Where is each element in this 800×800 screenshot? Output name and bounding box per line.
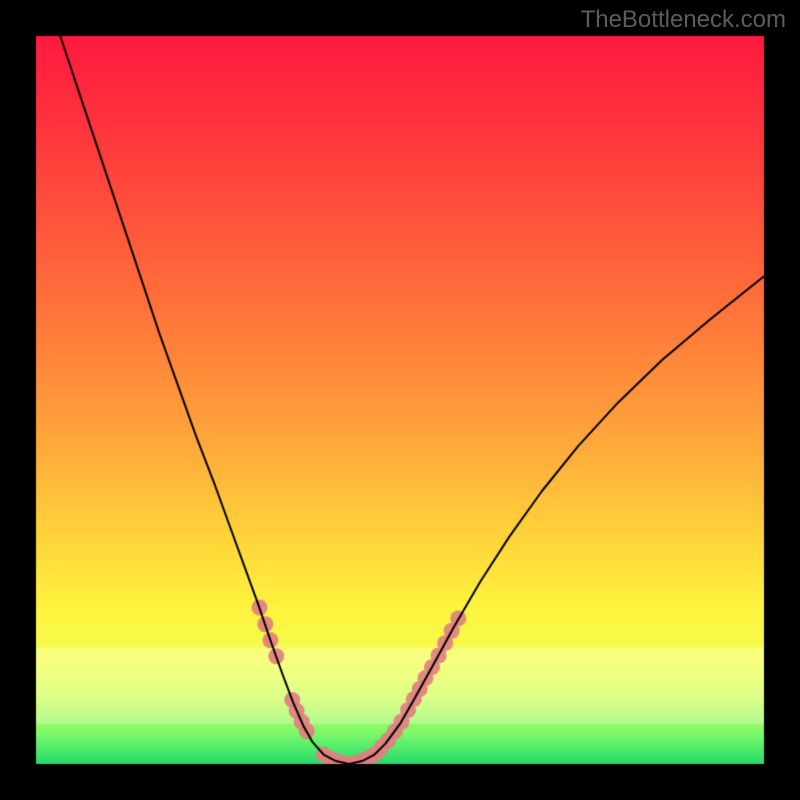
chart-stage: TheBottleneck.com (0, 0, 800, 800)
chart-canvas (0, 0, 800, 800)
